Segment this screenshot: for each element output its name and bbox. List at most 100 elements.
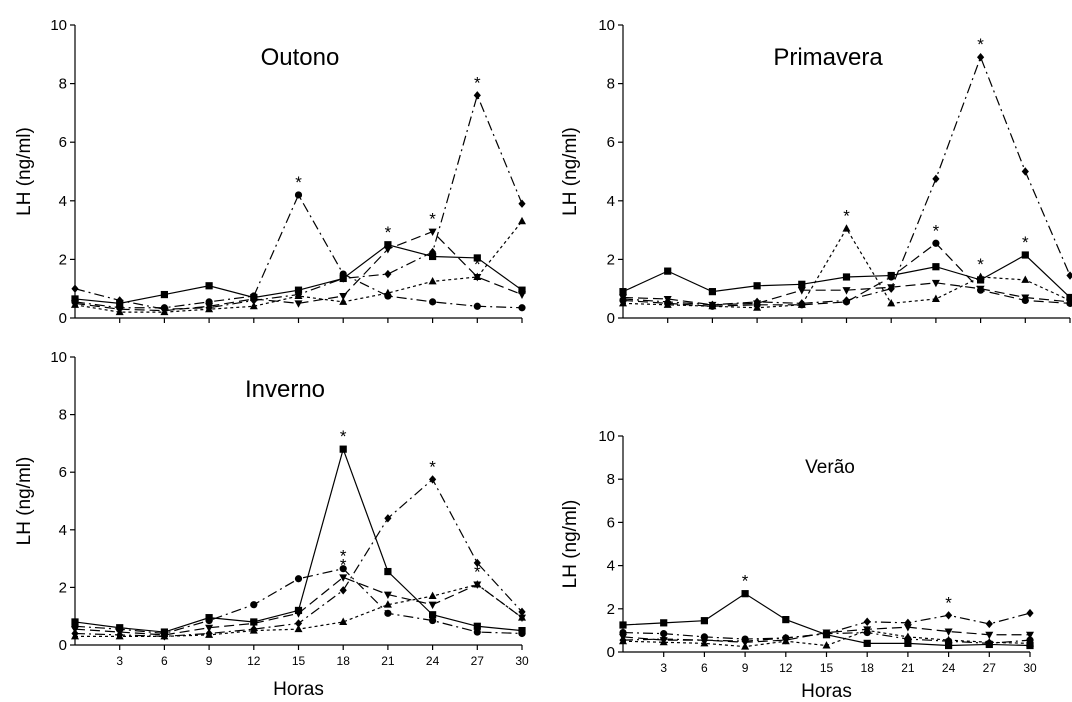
data-point-square xyxy=(945,641,953,650)
series-line-triangle xyxy=(622,227,1071,309)
data-point-circle xyxy=(294,191,303,199)
significance-marker: * xyxy=(295,173,302,192)
data-point-square xyxy=(660,619,668,627)
chart-title: Inverno xyxy=(245,376,325,403)
data-point-triangle xyxy=(976,272,985,280)
y-tick-label: 4 xyxy=(607,558,615,575)
data-point-circle xyxy=(339,565,347,573)
data-point-diamond xyxy=(660,634,668,644)
significance-marker: * xyxy=(474,563,481,582)
data-point-diamond xyxy=(384,269,392,279)
data-point-square xyxy=(429,611,437,619)
y-tick-label: 8 xyxy=(59,76,67,93)
data-point-square xyxy=(429,252,437,261)
data-point-circle xyxy=(473,302,481,310)
x-tick-label: 24 xyxy=(942,661,956,675)
y-tick-label: 0 xyxy=(607,310,615,327)
data-point-triangle xyxy=(249,301,258,310)
x-tick-label: 9 xyxy=(742,661,749,675)
data-point-diamond xyxy=(518,199,526,208)
data-point-down-triangle xyxy=(944,628,953,636)
x-tick-label: 24 xyxy=(426,654,440,668)
data-point-circle xyxy=(429,298,437,306)
significance-marker: * xyxy=(340,427,347,446)
data-point-down-triangle xyxy=(1026,631,1034,640)
x-tick-label: 15 xyxy=(820,661,834,675)
data-point-triangle xyxy=(518,216,526,225)
data-point-diamond xyxy=(71,284,79,293)
data-point-square xyxy=(904,639,912,647)
data-point-triangle xyxy=(383,288,392,297)
x-tick-label: 3 xyxy=(660,661,667,675)
significance-marker: * xyxy=(340,547,347,566)
y-tick-label: 0 xyxy=(59,310,67,327)
y-axis-label: LH (ng/ml) xyxy=(560,127,581,216)
significance-marker: * xyxy=(340,555,347,574)
data-point-down-triangle xyxy=(383,246,392,254)
y-tick-label: 8 xyxy=(59,407,67,424)
data-point-down-triangle xyxy=(71,300,79,308)
x-tick-label: 18 xyxy=(337,654,351,668)
y-tick-label: 6 xyxy=(607,514,615,531)
data-point-square xyxy=(473,254,481,262)
data-point-circle xyxy=(887,273,895,281)
data-point-down-triangle xyxy=(903,624,912,632)
data-point-down-triangle xyxy=(339,293,348,301)
data-point-square xyxy=(664,267,672,275)
y-tick-label: 8 xyxy=(607,76,615,93)
data-point-circle xyxy=(250,601,258,609)
data-point-diamond xyxy=(753,297,761,307)
data-point-square xyxy=(700,617,708,625)
y-tick-label: 4 xyxy=(607,193,615,210)
data-point-diamond xyxy=(518,607,526,617)
data-point-diamond xyxy=(116,296,124,305)
data-point-diamond xyxy=(664,297,672,307)
data-point-diamond xyxy=(205,629,213,638)
data-point-down-triangle xyxy=(428,601,437,610)
y-tick-label: 2 xyxy=(607,251,615,268)
y-tick-label: 10 xyxy=(598,428,615,445)
significance-marker: * xyxy=(429,457,436,476)
significance-marker: * xyxy=(977,35,984,54)
data-point-diamond xyxy=(160,632,168,641)
data-point-down-triangle xyxy=(797,287,806,295)
y-tick-label: 10 xyxy=(50,349,67,366)
data-point-diamond xyxy=(1021,167,1029,176)
x-tick-label: 9 xyxy=(206,654,213,668)
data-point-triangle xyxy=(944,635,953,644)
data-point-triangle xyxy=(294,624,303,633)
data-point-square xyxy=(842,273,851,281)
y-axis-label: LH (ng/ml) xyxy=(14,127,35,216)
x-tick-label: 30 xyxy=(1023,661,1037,675)
x-tick-label: 30 xyxy=(515,654,529,668)
y-axis-label: LH (ng/ml) xyxy=(560,500,581,589)
data-point-square xyxy=(384,567,392,576)
chart-panel-primavera: 0 2 4 6 8 10 Primavera LH (ng/ml) * * * * * xyxy=(560,17,1072,327)
y-tick-label: 2 xyxy=(59,579,67,596)
x-tick-label: 27 xyxy=(983,661,997,675)
data-point-square xyxy=(753,282,761,290)
data-point-down-triangle xyxy=(294,300,303,308)
data-point-triangle xyxy=(1021,275,1030,283)
data-point-triangle xyxy=(903,632,912,640)
data-point-square xyxy=(708,288,716,296)
data-point-diamond xyxy=(205,303,213,312)
data-point-circle xyxy=(429,616,437,625)
series-line-circle xyxy=(622,242,1071,307)
data-point-circle xyxy=(294,575,303,583)
data-point-square xyxy=(384,241,392,249)
data-point-diamond xyxy=(429,247,437,257)
y-tick-label: 2 xyxy=(59,251,67,268)
data-point-triangle xyxy=(428,591,437,600)
data-point-circle xyxy=(518,304,526,312)
data-point-square xyxy=(619,621,627,629)
significance-marker: * xyxy=(933,221,940,240)
y-tick-label: 6 xyxy=(59,464,67,481)
y-tick-label: 6 xyxy=(59,134,67,151)
data-point-diamond xyxy=(945,611,953,620)
y-tick-label: 8 xyxy=(607,471,615,488)
x-tick-label: 18 xyxy=(861,661,875,675)
